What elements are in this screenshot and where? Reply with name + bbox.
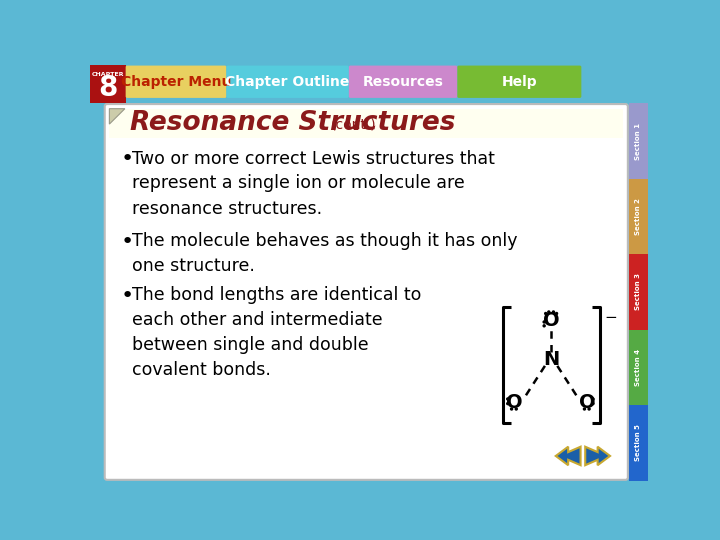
Text: O: O: [506, 393, 523, 411]
FancyBboxPatch shape: [457, 65, 581, 98]
Circle shape: [545, 313, 546, 314]
Text: •: •: [121, 286, 134, 306]
Circle shape: [583, 408, 585, 410]
Circle shape: [592, 403, 594, 404]
Text: Section 5: Section 5: [635, 424, 642, 461]
Text: Chapter Menu: Chapter Menu: [121, 75, 231, 89]
Text: Two or more correct Lewis structures that
represent a single ion or molecule are: Two or more correct Lewis structures tha…: [132, 150, 495, 218]
Text: The bond lengths are identical to
each other and intermediate
between single and: The bond lengths are identical to each o…: [132, 286, 421, 379]
Circle shape: [510, 408, 513, 410]
Circle shape: [592, 398, 594, 400]
Text: Section 3: Section 3: [635, 273, 642, 310]
Text: •: •: [121, 150, 134, 170]
Text: −: −: [605, 310, 617, 326]
Text: Section 4: Section 4: [635, 349, 642, 386]
Text: Resonance Structures: Resonance Structures: [130, 110, 456, 136]
FancyBboxPatch shape: [104, 104, 628, 480]
Circle shape: [543, 325, 545, 327]
Bar: [90, 65, 648, 103]
Polygon shape: [556, 447, 580, 465]
Bar: [629, 254, 648, 330]
Text: •: •: [121, 232, 134, 252]
Bar: [629, 103, 648, 179]
FancyBboxPatch shape: [226, 65, 349, 98]
Text: O: O: [543, 311, 559, 330]
Bar: [629, 405, 648, 481]
Text: N: N: [543, 350, 559, 369]
FancyBboxPatch shape: [349, 65, 457, 98]
Circle shape: [588, 408, 590, 410]
Text: The molecule behaves as though it has only
one structure.: The molecule behaves as though it has on…: [132, 232, 518, 275]
Text: CHAPTER: CHAPTER: [91, 72, 124, 77]
Circle shape: [507, 403, 509, 404]
Text: Help: Help: [502, 75, 537, 89]
Text: Chapter Outline: Chapter Outline: [225, 75, 350, 89]
Text: Resources: Resources: [363, 75, 444, 89]
Bar: [90, 65, 126, 103]
Text: 8: 8: [98, 74, 117, 102]
Text: Section 1: Section 1: [635, 123, 642, 159]
Circle shape: [548, 311, 550, 313]
Circle shape: [556, 313, 557, 314]
Text: O: O: [579, 393, 596, 411]
Circle shape: [543, 321, 545, 323]
Circle shape: [516, 408, 517, 410]
Text: Section 2: Section 2: [635, 198, 642, 235]
Circle shape: [507, 398, 509, 400]
Text: (cont.): (cont.): [330, 118, 376, 132]
Bar: [629, 330, 648, 405]
FancyBboxPatch shape: [126, 65, 226, 98]
Bar: [629, 179, 648, 254]
Bar: [109, 109, 624, 138]
Circle shape: [552, 311, 554, 313]
Polygon shape: [109, 109, 125, 124]
Polygon shape: [585, 447, 610, 465]
